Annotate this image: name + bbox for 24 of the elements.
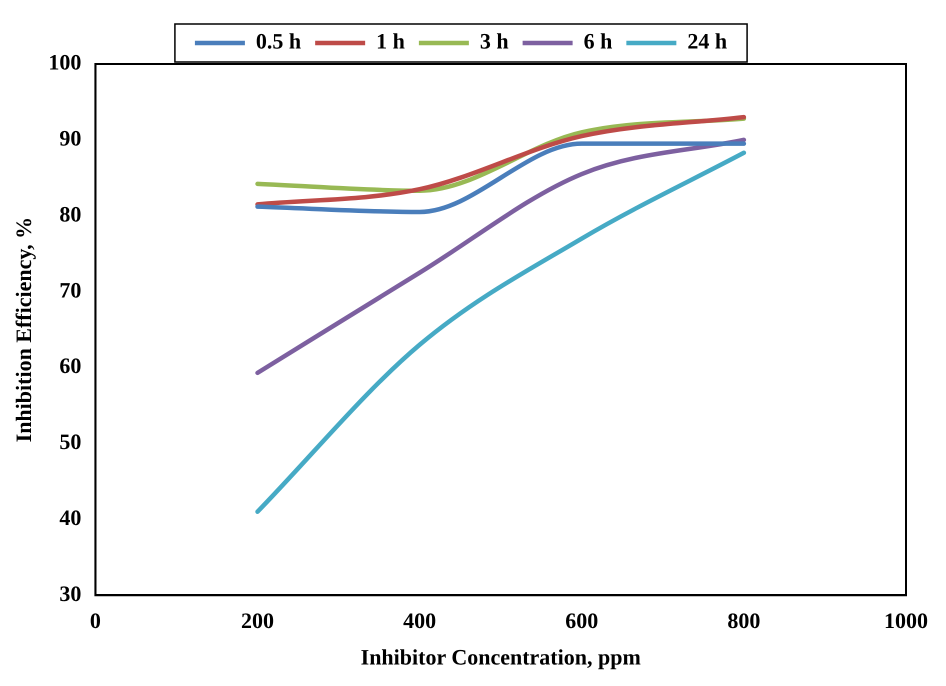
legend-label: 0.5 h bbox=[256, 28, 302, 54]
legend-label: 3 h bbox=[480, 28, 509, 54]
y-tick-label: 80 bbox=[59, 201, 82, 226]
x-tick-label: 600 bbox=[565, 608, 598, 634]
y-tick-label: 60 bbox=[59, 353, 82, 378]
x-tick-label: 800 bbox=[727, 608, 760, 634]
legend-label: 6 h bbox=[584, 28, 612, 54]
y-tick-label: 70 bbox=[59, 277, 82, 302]
y-tick-label: 30 bbox=[59, 580, 82, 606]
line-series bbox=[255, 150, 746, 514]
y-axis-title: Inhibition Efficiency, % bbox=[10, 216, 36, 442]
y-tick-label: 40 bbox=[59, 505, 82, 530]
x-axis-title: Inhibitor Concentration, ppm bbox=[360, 644, 641, 670]
x-tick-label: 1000 bbox=[884, 608, 928, 634]
line-series bbox=[255, 114, 746, 207]
legend-label: 1 h bbox=[376, 28, 405, 54]
y-tick-label: 50 bbox=[59, 429, 82, 454]
x-tick-label: 0 bbox=[90, 608, 101, 634]
x-tick-label: 200 bbox=[241, 608, 274, 634]
line-series bbox=[255, 138, 746, 376]
y-tick-label: 90 bbox=[59, 126, 82, 151]
y-tick-label: 100 bbox=[48, 50, 82, 75]
x-tick-label: 400 bbox=[403, 608, 436, 634]
legend-label: 24 h bbox=[687, 28, 728, 54]
